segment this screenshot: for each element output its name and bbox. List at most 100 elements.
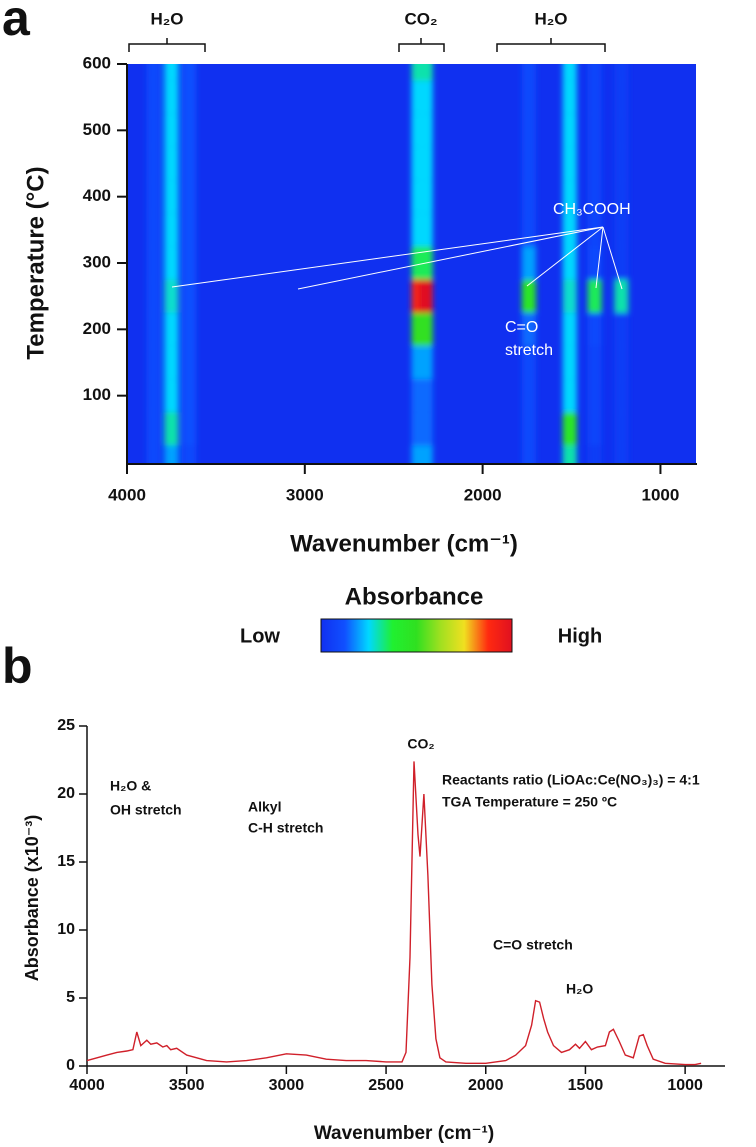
heatmap-cell — [587, 445, 602, 464]
annotation: CH₃COOH — [553, 201, 631, 218]
colorbar-high: High — [558, 625, 602, 647]
x-tick-label: 1000 — [667, 1077, 703, 1094]
heatmap-cell — [614, 64, 629, 81]
panel-label: a — [2, 0, 31, 46]
heatmap-cell — [146, 279, 161, 313]
heatmap-cell — [164, 412, 179, 446]
y-tick-label: 100 — [83, 385, 111, 404]
y-tick-label: 300 — [83, 252, 111, 271]
heatmap-cell — [521, 246, 536, 280]
heatmap-cell — [182, 64, 197, 81]
heatmap-cell — [146, 180, 161, 214]
heatmap-cell — [614, 412, 629, 446]
heatmap-cell — [164, 146, 179, 181]
x-tick-label: 4000 — [69, 1077, 105, 1094]
heatmap-cell — [562, 213, 577, 247]
heatmap-cell — [418, 312, 433, 346]
heatmap-cell — [562, 445, 577, 464]
heatmap-cell — [587, 180, 602, 214]
heatmap-cell — [146, 64, 161, 81]
annotation: C-H stretch — [248, 820, 323, 836]
y-tick-label: 0 — [66, 1057, 75, 1074]
y-tick-label: 15 — [57, 853, 75, 870]
bracket-label: CO₂ — [404, 9, 437, 28]
y-tick-label: 5 — [66, 989, 75, 1006]
annotation: C=O stretch — [493, 937, 573, 953]
heatmap-cell — [146, 80, 161, 114]
heatmap-cell — [146, 412, 161, 446]
heatmap-cell — [521, 345, 536, 380]
heatmap-cell — [164, 279, 179, 313]
heatmap-cell — [562, 113, 577, 147]
heatmap-cell — [562, 80, 577, 114]
spectrum-line — [86, 761, 702, 1066]
heatmap-cell — [164, 64, 179, 81]
heatmap-cell — [182, 412, 197, 446]
heatmap-cell — [182, 113, 197, 147]
heatmap-cell — [418, 412, 433, 446]
heatmap-cell — [614, 146, 629, 181]
bracket — [496, 38, 606, 52]
heatmap-cell — [164, 213, 179, 247]
heatmap-cell — [521, 312, 536, 346]
y-tick-label: 500 — [83, 120, 111, 139]
heatmap-cell — [562, 180, 577, 214]
heatmap-cell — [521, 279, 536, 313]
y-tick-label: 400 — [83, 186, 111, 205]
heatmap-cell — [521, 379, 536, 413]
annotation: Reactants ratio (LiOAc:Ce(NO₃)₃) = 4:1 — [442, 772, 700, 788]
heatmap-cell — [182, 213, 197, 247]
y-tick-label: 200 — [83, 319, 111, 338]
heatmap-cell — [562, 345, 577, 380]
heatmap-cell — [164, 345, 179, 380]
heatmap-cell — [146, 312, 161, 346]
heatmap-cell — [587, 64, 602, 81]
heatmap-cell — [587, 379, 602, 413]
pointer-lines — [171, 226, 623, 290]
heatmap-cell — [587, 279, 602, 313]
heatmap-cell — [418, 279, 433, 313]
heatmap-cell — [614, 213, 629, 247]
pointer — [297, 226, 604, 290]
heatmap-cell — [614, 246, 629, 280]
heatmap-cell — [146, 445, 161, 464]
heatmap-cell — [614, 345, 629, 380]
heatmap-cell — [418, 445, 433, 464]
heatmap-cell — [418, 80, 433, 114]
heatmap-cell — [614, 113, 629, 147]
y-axis-title: Absorbance (x10⁻³) — [22, 815, 42, 982]
heatmap-cell — [521, 146, 536, 181]
heatmap-cell — [182, 445, 197, 464]
heatmap-cell — [146, 113, 161, 147]
heatmap-cell — [521, 80, 536, 114]
heatmap-cell — [164, 312, 179, 346]
heatmap-cell — [562, 146, 577, 181]
bracket-label: H₂O — [534, 9, 567, 28]
heatmap-cell — [418, 113, 433, 147]
heatmap-cell — [521, 180, 536, 214]
heatmap-cell — [182, 345, 197, 380]
heatmap-cell — [562, 246, 577, 280]
heatmap-cell — [164, 445, 179, 464]
heatmap-cell — [182, 312, 197, 346]
annotation: H₂O & — [110, 778, 151, 794]
heatmap-background — [127, 64, 696, 464]
heatmap-cell — [614, 279, 629, 313]
heatmap-cell — [164, 246, 179, 280]
heatmap-cell — [418, 64, 433, 81]
colorbar-title: Absorbance — [345, 583, 484, 610]
annotation: Alkyl — [248, 799, 281, 815]
heatmap-cell — [418, 180, 433, 214]
heatmap-cell — [614, 379, 629, 413]
heatmap-cell — [182, 80, 197, 114]
heatmap-cells — [146, 64, 629, 464]
heatmap-cell — [562, 279, 577, 313]
heatmap-cell — [614, 312, 629, 346]
heatmap-cell — [614, 180, 629, 214]
x-tick-label: 3000 — [269, 1077, 305, 1094]
x-axis-title: Wavenumber (cm⁻¹) — [314, 1123, 494, 1144]
pointer — [595, 226, 604, 289]
pointer — [171, 226, 604, 288]
heatmap-cell — [587, 246, 602, 280]
heatmap-cell — [164, 113, 179, 147]
